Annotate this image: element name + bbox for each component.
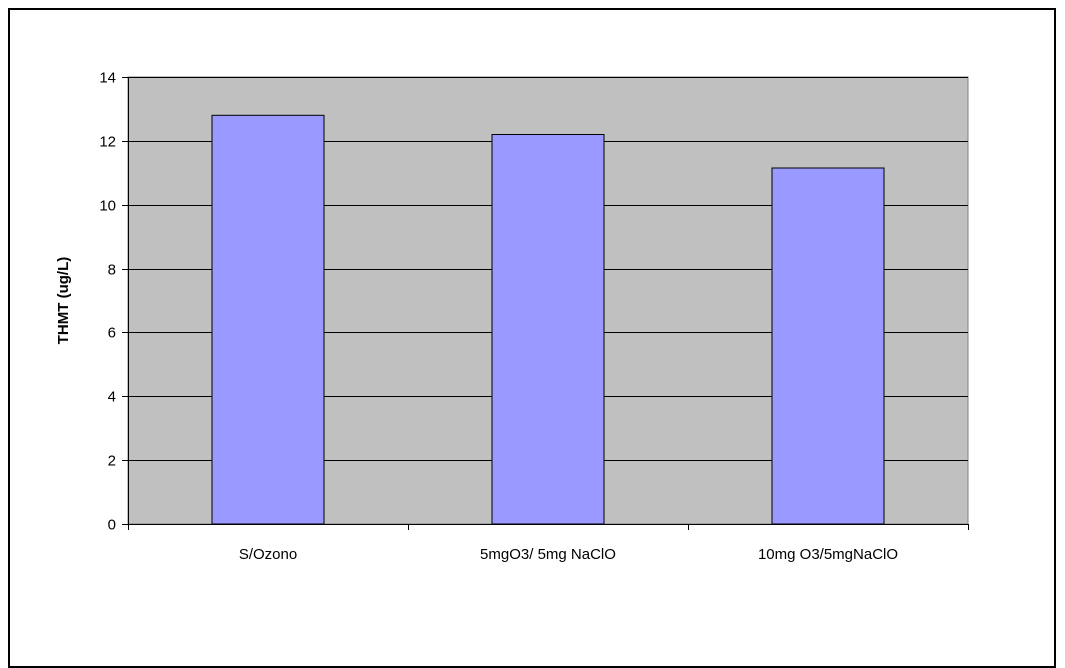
y-tick-label: 0 — [108, 517, 116, 534]
y-tick-label: 12 — [99, 134, 116, 151]
x-axis: S/Ozono 5mgO3/ 5mg NaClO 10mg O3/5mgNaClO — [128, 524, 969, 563]
y-tick-label: 8 — [108, 262, 116, 279]
x-tick-label: S/Ozono — [239, 546, 297, 563]
y-axis-title: THMT (ug/L) — [55, 257, 72, 344]
y-axis: 0 2 4 6 8 10 12 14 — [99, 70, 129, 534]
x-tick-label: 10mg O3/5mgNaClO — [758, 546, 898, 563]
y-tick-label: 10 — [99, 198, 116, 215]
bar-chart: 0 2 4 6 8 10 12 14 S/Ozono 5mgO3/ 5mg NaClO 10mg … — [55, 70, 969, 563]
y-tick-label: 4 — [108, 389, 116, 406]
bar — [491, 134, 605, 525]
x-tick-label: 5mgO3/ 5mg NaClO — [480, 546, 616, 563]
bar — [771, 167, 885, 525]
bars — [211, 114, 885, 525]
y-tick-label: 14 — [99, 70, 116, 87]
bar — [211, 114, 325, 525]
y-tick-label: 6 — [108, 325, 116, 342]
y-tick-label: 2 — [108, 453, 116, 470]
